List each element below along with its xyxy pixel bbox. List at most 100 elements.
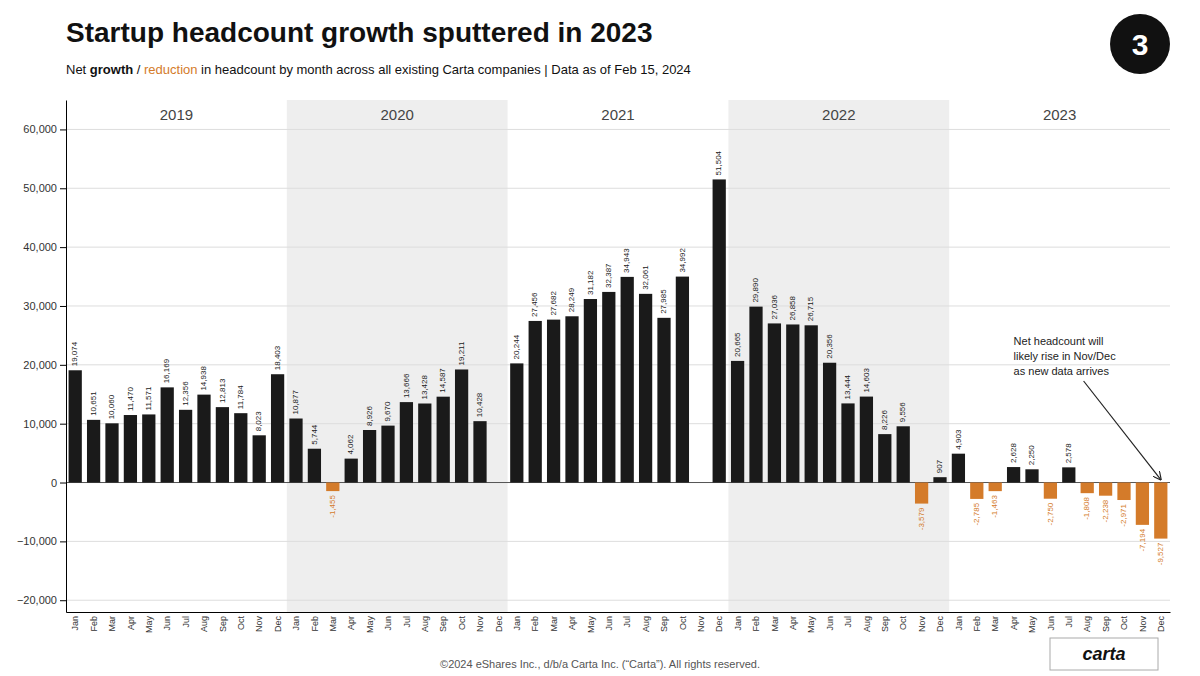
x-tick-label: Jul: [1064, 616, 1074, 628]
data-label: 8,023: [254, 411, 263, 432]
grid-line: [66, 247, 1170, 248]
y-tick-label: 60,000: [23, 123, 57, 135]
x-tick-label: Oct: [1119, 616, 1129, 631]
bar: [933, 477, 946, 482]
x-tick-label: Nov: [1138, 616, 1148, 633]
x-tick-label: Jan: [291, 616, 301, 631]
data-label: -1,463: [990, 495, 999, 518]
x-tick-label: May: [365, 616, 375, 634]
x-tick-label: Mar: [549, 616, 559, 632]
x-tick: May: [1027, 616, 1037, 634]
bar: [860, 397, 873, 483]
data-label: 20,356: [825, 334, 834, 359]
zero-line: [66, 482, 1170, 483]
data-label: 11,470: [126, 387, 135, 411]
logo: carta: [1050, 638, 1158, 670]
data-label: 4,062: [346, 434, 355, 455]
bar: [731, 361, 744, 483]
x-tick-label: Feb: [310, 616, 320, 632]
x-tick-label: Aug: [862, 616, 872, 632]
grid-line: [66, 423, 1170, 424]
y-tick-label: −10,000: [17, 535, 57, 547]
x-tick: Mar: [328, 616, 338, 632]
x-tick: Oct: [678, 616, 688, 631]
subtitle: Net growth / reduction in headcount by m…: [66, 62, 691, 77]
data-label: 27,456: [530, 292, 539, 317]
data-label: -1,808: [1082, 497, 1091, 520]
x-tick-label: Jan: [954, 616, 964, 631]
y-tick-mark: [60, 129, 66, 130]
bar: [473, 421, 486, 482]
data-label: 14,587: [438, 368, 447, 393]
x-tick-label: Nov: [475, 616, 485, 633]
y-tick: 0: [51, 477, 66, 489]
y-tick: 30,000: [23, 300, 66, 312]
x-tick: Jan: [733, 616, 743, 631]
group-label: 2019: [160, 106, 193, 123]
bar: [657, 318, 670, 483]
x-tick: Feb: [751, 616, 761, 632]
x-tick: Jun: [1046, 616, 1056, 631]
x-tick-label: Aug: [641, 616, 651, 632]
x-tick-label: May: [144, 616, 154, 634]
data-label: 31,182: [586, 270, 595, 295]
bar: [952, 454, 965, 483]
data-label: 27,985: [659, 289, 668, 314]
x-tick-label: Mar: [107, 616, 117, 632]
x-tick-label: Nov: [254, 616, 264, 633]
bar: [455, 369, 468, 482]
data-label: -3,579: [917, 507, 926, 530]
x-tick-label: Jul: [402, 616, 412, 628]
x-tick: Feb: [89, 616, 99, 632]
y-tick: 50,000: [23, 182, 66, 194]
x-tick: Jan: [70, 616, 80, 631]
x-tick-label: Apr: [346, 616, 356, 630]
bar: [970, 483, 983, 499]
x-tick-label: Apr: [1009, 616, 1019, 630]
subtitle-part: reduction: [144, 62, 197, 77]
y-tick-mark: [60, 541, 66, 542]
bar: [749, 307, 762, 483]
data-label: 16,169: [162, 358, 171, 383]
badge-circle: [1110, 14, 1170, 74]
x-tick: Jan: [291, 616, 301, 631]
data-label: 11,571: [144, 386, 153, 410]
data-label: 4,903: [954, 429, 963, 450]
data-label: 9,556: [898, 402, 907, 423]
bar: [878, 434, 891, 482]
x-tick-label: Jan: [512, 616, 522, 631]
x-tick-label: Apr: [567, 616, 577, 630]
data-label: 10,060: [107, 394, 116, 419]
bar: [345, 459, 358, 483]
x-tick: Jul: [843, 616, 853, 628]
data-label: 10,651: [89, 391, 98, 416]
data-label: -2,238: [1101, 499, 1110, 522]
subtitle-part: /: [133, 62, 144, 77]
x-tick: Mar: [107, 616, 117, 632]
x-tick: Apr: [567, 616, 577, 630]
bar: [124, 415, 137, 483]
x-tick-label: Aug: [1082, 616, 1092, 632]
data-label: -7,194: [1138, 528, 1147, 551]
x-tick: Feb: [972, 616, 982, 632]
x-tick: Mar: [549, 616, 559, 632]
x-tick: Nov: [917, 616, 927, 633]
y-tick-mark: [60, 188, 66, 189]
bar: [381, 426, 394, 483]
x-tick-label: Dec: [1156, 616, 1166, 633]
x-tick: Feb: [310, 616, 320, 632]
bar: [400, 402, 413, 482]
group-label: 2020: [381, 106, 414, 123]
x-tick: Sep: [218, 616, 228, 632]
bar: [105, 423, 118, 482]
x-tick: Aug: [420, 616, 430, 632]
data-labels: 19,07410,65110,06011,47011,57116,16912,3…: [70, 150, 1165, 565]
subtitle-part: Net: [66, 62, 90, 77]
data-label: 8,226: [880, 410, 889, 431]
x-tick: Feb: [530, 616, 540, 632]
bar: [142, 414, 155, 482]
x-tick-label: Jun: [383, 616, 393, 631]
data-label: 26,858: [788, 295, 797, 320]
group-band: [728, 100, 949, 612]
grid-line: [66, 364, 1170, 365]
